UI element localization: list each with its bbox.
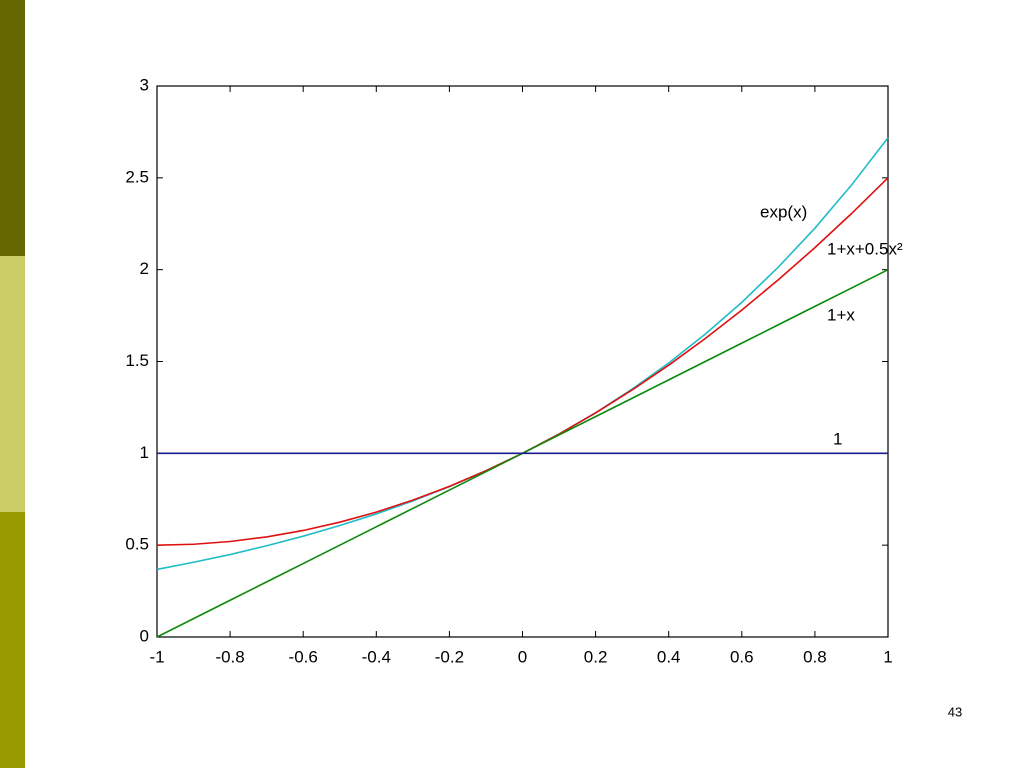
side-bar: [0, 0, 25, 256]
legend-label: 1+x: [827, 305, 855, 324]
x-tick-label: -0.4: [362, 647, 391, 666]
line: [156, 177, 889, 546]
side-bar: [0, 256, 25, 512]
y-tick-label: 3: [140, 75, 149, 94]
side-bar: [0, 512, 25, 768]
x-tick-label: 0: [518, 647, 527, 666]
x-tick-label: -0.8: [215, 647, 244, 666]
y-tick-label: 0.5: [125, 535, 149, 554]
x-tick-label: 0.4: [657, 647, 681, 666]
y-tick-label: 1.5: [125, 351, 149, 370]
x-tick-label: -1: [149, 647, 164, 666]
legend-label: 1: [833, 429, 842, 448]
x-tick-label: 0.2: [584, 647, 608, 666]
y-tick-label: 2.5: [125, 167, 149, 186]
plot-frame: [156, 85, 889, 638]
x-tick-label: 0.6: [730, 647, 754, 666]
y-tick-label: 1: [140, 443, 149, 462]
x-tick-label: 1: [883, 647, 892, 666]
legend-label: 1+x+0.5x²: [827, 239, 903, 258]
x-tick-label: -0.2: [435, 647, 464, 666]
page-number: 43: [948, 704, 962, 719]
x-tick-label: -0.6: [289, 647, 318, 666]
y-tick-label: 2: [140, 259, 149, 278]
y-tick-label: 0: [140, 626, 149, 645]
legend-label: exp(x): [760, 202, 807, 221]
x-tick-label: 0.8: [803, 647, 827, 666]
